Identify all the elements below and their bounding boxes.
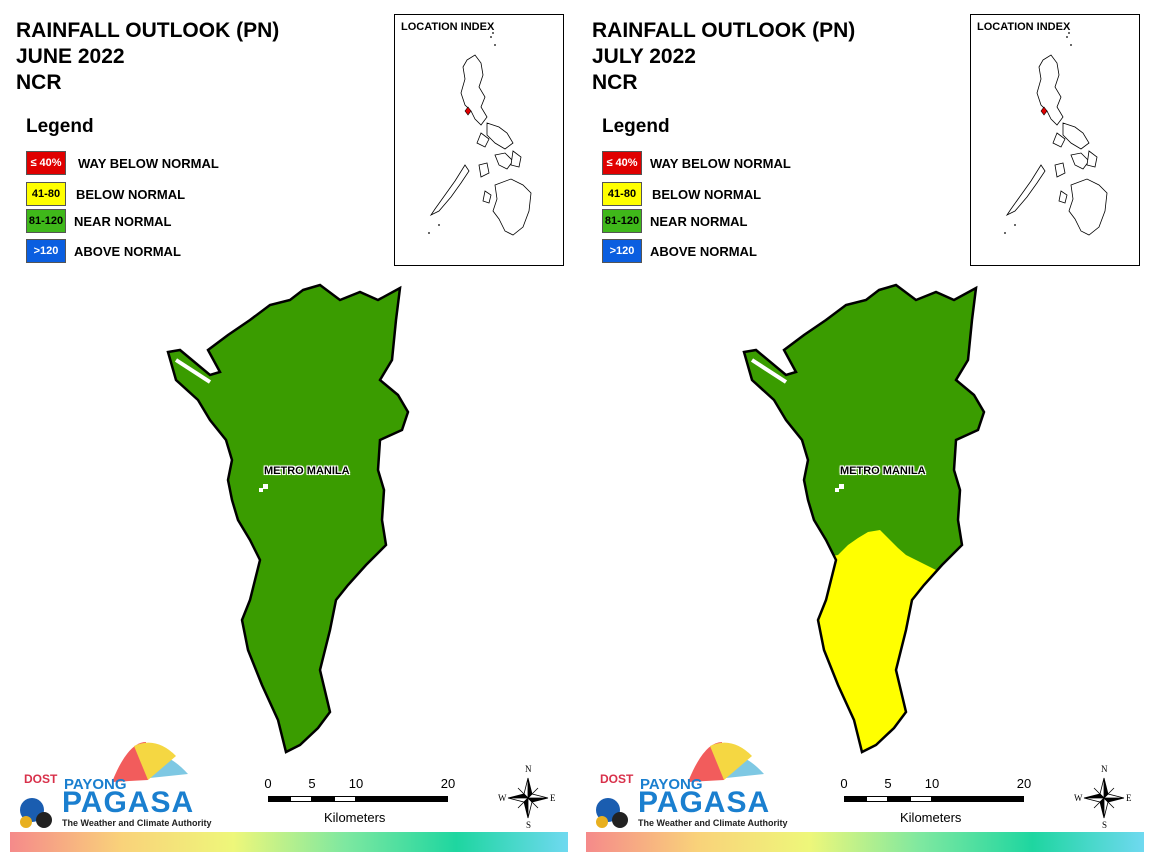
outlook-panel-july: RAINFALL OUTLOOK (PN) JULY 2022 NCR Lege… xyxy=(576,0,1152,864)
philippines-outline-icon xyxy=(1004,32,1108,236)
ncr-map xyxy=(166,283,410,754)
legend-swatch: ≤ 40% xyxy=(26,151,66,175)
scale-tick: 10 xyxy=(348,776,364,791)
location-index-title: LOCATION INDEX xyxy=(977,21,1071,33)
logo-payong: PAYONG xyxy=(640,776,703,793)
scale-tick: 5 xyxy=(884,776,892,791)
title-line: RAINFALL OUTLOOK (PN) xyxy=(16,19,280,42)
legend-item-above-normal: >120 ABOVE NORMAL xyxy=(26,238,181,264)
legend-label: ABOVE NORMAL xyxy=(74,243,181,259)
scale-segment xyxy=(356,796,448,802)
logo-tagline: The Weather and Climate Authority xyxy=(638,818,788,828)
legend-label: NEAR NORMAL xyxy=(650,213,748,229)
logo-dost: DOST xyxy=(24,772,58,786)
ncr-region-shape xyxy=(166,283,410,754)
location-index-map: LOCATION INDEX xyxy=(970,14,1140,266)
legend-label: WAY BELOW NORMAL xyxy=(78,155,219,171)
scale-segment xyxy=(844,796,866,802)
scale-tick: 20 xyxy=(440,776,456,791)
compass-n: N xyxy=(525,764,532,774)
legend-item-below-normal: 41-80 BELOW NORMAL xyxy=(26,181,185,207)
compass-s: S xyxy=(526,820,532,830)
title-region: NCR xyxy=(16,71,62,94)
legend-item-way-below-normal: ≤ 40% WAY BELOW NORMAL xyxy=(26,150,219,176)
north-arrow-icon: N S E W xyxy=(1074,764,1132,835)
scale-bar: 0 5 10 20 Kilometers xyxy=(262,776,462,846)
title-region: NCR xyxy=(592,71,638,94)
scale-segment xyxy=(334,796,356,802)
compass-s: S xyxy=(1102,820,1108,830)
compass-e: E xyxy=(1126,793,1132,803)
color-strip xyxy=(10,832,568,852)
scale-segment xyxy=(910,796,932,802)
scale-bar: 0 5 10 20 Kilometers xyxy=(838,776,1038,846)
scale-segment xyxy=(866,796,888,802)
legend-swatch: >120 xyxy=(26,239,66,263)
legend-swatch: 41-80 xyxy=(602,182,642,206)
pagasa-umbrella-icon xyxy=(20,742,188,828)
scale-units: Kilometers xyxy=(900,810,962,825)
legend-item-near-normal: 81-120 NEAR NORMAL xyxy=(602,208,748,234)
compass-e: E xyxy=(550,793,556,803)
outlook-panel-june: RAINFALL OUTLOOK (PN) JUNE 2022 NCR Lege… xyxy=(10,14,568,852)
ncr-region-shape xyxy=(742,283,986,754)
legend-item-way-below-normal: ≤ 40% WAY BELOW NORMAL xyxy=(602,150,791,176)
legend-item-below-normal: 41-80 BELOW NORMAL xyxy=(602,181,761,207)
scale-tick: 20 xyxy=(1016,776,1032,791)
legend-label: NEAR NORMAL xyxy=(74,213,172,229)
philippines-outline-icon xyxy=(428,32,532,236)
scale-segment xyxy=(268,796,290,802)
color-strip xyxy=(586,832,1144,852)
scale-tick: 10 xyxy=(924,776,940,791)
legend-label: BELOW NORMAL xyxy=(76,186,186,202)
legend-swatch: 81-120 xyxy=(26,209,66,233)
payong-pagasa-logo: DOST PAYONG PAGASA The Weather and Clima… xyxy=(592,740,788,832)
legend-swatch: ≤ 40% xyxy=(602,151,642,175)
logo-tagline: The Weather and Climate Authority xyxy=(62,818,212,828)
legend-label: BELOW NORMAL xyxy=(652,186,762,202)
compass-n: N xyxy=(1101,764,1108,774)
title-month: JUNE 2022 xyxy=(16,45,125,68)
pagasa-umbrella-icon xyxy=(596,742,764,828)
compass-w: W xyxy=(1074,793,1083,803)
logo-dost: DOST xyxy=(600,772,634,786)
ncr-map xyxy=(742,283,986,754)
logo-pagasa: PAGASA xyxy=(62,786,195,819)
legend-item-near-normal: 81-120 NEAR NORMAL xyxy=(26,208,172,234)
legend-title: Legend xyxy=(602,116,670,137)
scale-units: Kilometers xyxy=(324,810,386,825)
location-index-map: LOCATION INDEX xyxy=(394,14,564,266)
title-month: JULY 2022 xyxy=(592,45,696,68)
legend-swatch: 81-120 xyxy=(602,209,642,233)
legend-swatch: >120 xyxy=(602,239,642,263)
panel-title: RAINFALL OUTLOOK (PN) JULY 2022 NCR xyxy=(592,18,855,96)
payong-pagasa-logo: DOST PAYONG PAGASA The Weather and Clima… xyxy=(16,740,212,832)
metro-manila-label: METRO MANILA xyxy=(264,465,350,477)
scale-segment xyxy=(312,796,334,802)
scale-segment xyxy=(932,796,1024,802)
scale-tick: 0 xyxy=(840,776,848,791)
legend-label: WAY BELOW NORMAL xyxy=(650,155,791,171)
scale-tick: 5 xyxy=(308,776,316,791)
metro-manila-label: METRO MANILA xyxy=(840,465,926,477)
logo-pagasa: PAGASA xyxy=(638,786,771,819)
north-arrow-icon: N S E W xyxy=(498,764,556,835)
scale-tick: 0 xyxy=(264,776,272,791)
scale-segment xyxy=(290,796,312,802)
legend-item-above-normal: >120 ABOVE NORMAL xyxy=(602,238,757,264)
legend-swatch: 41-80 xyxy=(26,182,66,206)
legend-label: ABOVE NORMAL xyxy=(650,243,757,259)
title-line: RAINFALL OUTLOOK (PN) xyxy=(592,19,856,42)
compass-w: W xyxy=(498,793,507,803)
legend-title: Legend xyxy=(26,116,94,137)
panel-title: RAINFALL OUTLOOK (PN) JUNE 2022 NCR xyxy=(16,18,279,96)
logo-payong: PAYONG xyxy=(64,776,127,793)
location-index-title: LOCATION INDEX xyxy=(401,21,495,33)
scale-segment xyxy=(888,796,910,802)
